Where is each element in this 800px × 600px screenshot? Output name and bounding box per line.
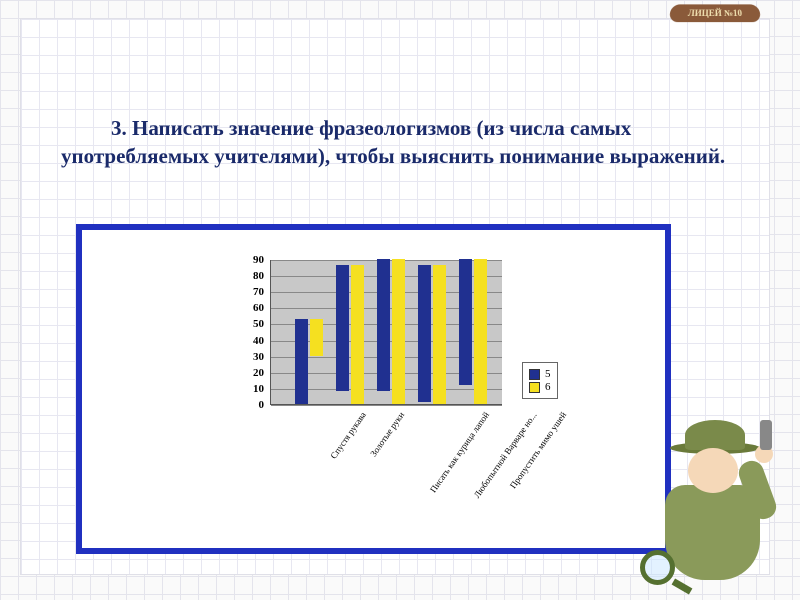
chart-frame: 0 10 20 30 40 50 60 70 80 90 Спустя рукаваЗолотые …: [76, 224, 671, 554]
gridline: [271, 405, 502, 406]
detective-illustration: [630, 410, 790, 590]
legend-swatch: [529, 369, 540, 380]
legend-label: 6: [545, 381, 551, 393]
bar: [459, 259, 472, 385]
xtick-label: Золотые руки: [368, 410, 406, 458]
ytick-label: 0: [242, 399, 264, 411]
bar-group: [459, 259, 487, 404]
legend-swatch: [529, 382, 540, 393]
ytick-label: 50: [242, 318, 264, 330]
bar: [433, 265, 446, 404]
ytick-label: 30: [242, 351, 264, 363]
bar: [351, 265, 364, 404]
bar: [295, 319, 308, 404]
bar: [474, 259, 487, 404]
detective-coat: [665, 485, 760, 580]
bar: [377, 259, 390, 391]
bar: [310, 319, 323, 356]
bar-group: [295, 319, 323, 404]
shield-banner-text: ЛИЦЕЙ №10: [669, 4, 762, 22]
bar: [392, 259, 405, 404]
phone-icon: [760, 420, 772, 450]
chart-area: 0102030405060708090Спустя рукаваЗолотые …: [242, 260, 502, 425]
detective-hat: [685, 420, 745, 450]
ytick-label: 40: [242, 335, 264, 347]
bar-group: [377, 259, 405, 404]
magnifier-icon: [640, 550, 675, 585]
bar-group: [418, 265, 446, 404]
ytick-label: 90: [242, 254, 264, 266]
bar: [336, 265, 349, 391]
chart-legend: 56: [522, 362, 558, 399]
chart-plot: [270, 260, 502, 405]
ytick-label: 70: [242, 286, 264, 298]
legend-item: 6: [529, 381, 551, 393]
ytick-label: 60: [242, 302, 264, 314]
bar: [418, 265, 431, 402]
ytick-label: 10: [242, 383, 264, 395]
xtick-label: Пропустить мимо ушей: [507, 410, 567, 490]
slide-title: 3. Написать значение фразеологизмов (из …: [61, 114, 729, 171]
ytick-label: 80: [242, 270, 264, 282]
legend-label: 5: [545, 368, 551, 380]
detective-face: [688, 448, 738, 493]
xtick-label: Спустя рукава: [329, 410, 369, 461]
ytick-label: 20: [242, 367, 264, 379]
legend-item: 5: [529, 368, 551, 380]
bar-group: [336, 265, 364, 404]
